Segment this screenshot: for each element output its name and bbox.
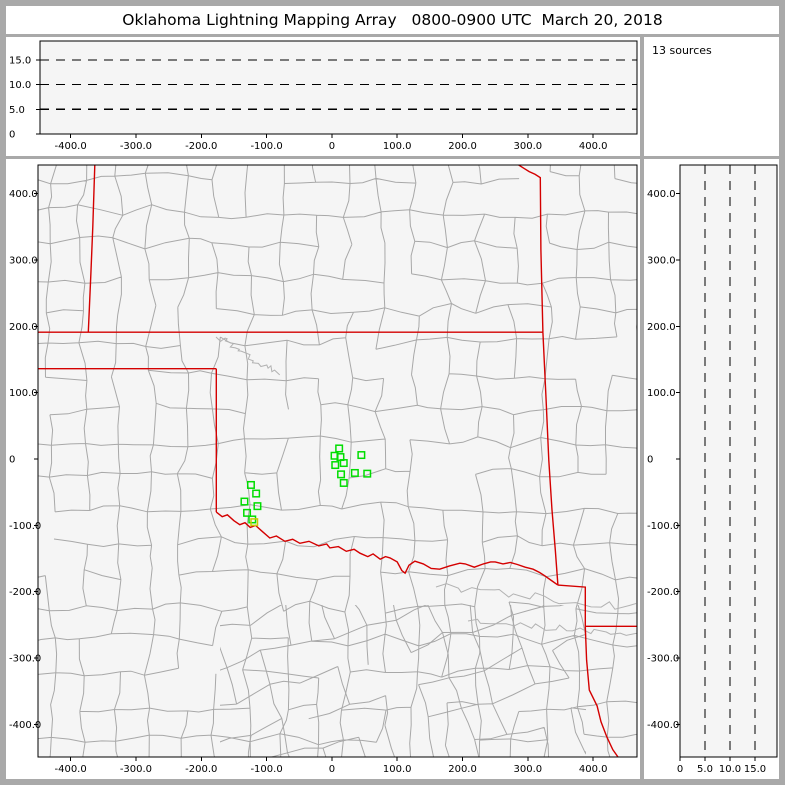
river-lines	[215, 336, 637, 636]
x-tick-label: 300.0	[514, 141, 543, 152]
y-tick-label: -200.0	[9, 587, 41, 598]
y-tick-label: -100.0	[647, 521, 679, 532]
y-tick-label: -300.0	[647, 654, 679, 665]
x-tick-label: -100.0	[250, 764, 282, 775]
state-border-line	[557, 584, 586, 627]
x-tick-label: 400.0	[579, 764, 608, 775]
plot-frame	[679, 164, 778, 758]
y-tick-label: -300.0	[9, 654, 41, 665]
x-tick-label: 10.0	[719, 764, 741, 775]
y-tick-label: 400.0	[9, 189, 38, 200]
y-tick-label: -200.0	[647, 587, 679, 598]
y-tick-label: 200.0	[647, 322, 676, 333]
altitude-ns-panel: 400.0 300.0 200.0 100.0 0 -100.0 -200.0 -300.0 -…	[644, 159, 779, 779]
lightning-source-marker	[243, 508, 252, 517]
altitude-gridlines	[704, 165, 756, 757]
y-tick-label: -400.0	[9, 720, 41, 731]
plot-frame	[37, 164, 638, 758]
page-title: Oklahoma Lightning Mapping Array 0800-09…	[122, 11, 663, 29]
plan-view-panel: 400.0 300.0 200.0 100.0 0 -100.0 -200.0 -300.0 -…	[6, 159, 640, 779]
lightning-source-marker	[246, 480, 255, 489]
lightning-source-marker	[337, 470, 346, 479]
y-tick-label: 15.0	[9, 55, 31, 66]
lightning-source-marker	[331, 461, 340, 470]
altitude-ew-panel: 15.0 10.0 5.0 0 -400.0 -300.0 -200.0 -100.0 0 100…	[6, 37, 640, 156]
altitude-ns-plot: 400.0 300.0 200.0 100.0 0 -100.0 -200.0 -300.0 -…	[647, 164, 778, 775]
title-bar: Oklahoma Lightning Mapping Array 0800-09…	[6, 6, 779, 34]
plot-frame	[39, 40, 638, 135]
state-border-line	[584, 626, 619, 757]
x-tick-label: -300.0	[120, 764, 152, 775]
axis-ticks: 400.0 300.0 200.0 100.0 0 -100.0 -200.0 -300.0 -…	[647, 189, 766, 775]
y-tick-label: 5.0	[9, 105, 25, 116]
axis-ticks: 15.0 10.0 5.0 0 -400.0 -300.0 -200.0 -100.0 0 100…	[9, 55, 608, 152]
y-tick-label: 400.0	[647, 189, 676, 200]
state-border-line	[87, 165, 96, 333]
x-tick-label: 200.0	[448, 764, 477, 775]
lightning-sources	[240, 444, 372, 527]
x-tick-label: 200.0	[448, 141, 477, 152]
plot-background	[40, 41, 637, 134]
y-tick-label: 200.0	[9, 322, 38, 333]
y-tick-label: 300.0	[9, 255, 38, 266]
lightning-source-marker	[252, 489, 261, 498]
y-tick-label: -100.0	[9, 521, 41, 532]
x-tick-label: 100.0	[383, 141, 412, 152]
lightning-source-marker	[363, 469, 372, 478]
lightning-source-marker	[350, 468, 359, 477]
lightning-source-marker	[339, 459, 348, 468]
y-tick-label: 0	[9, 130, 15, 141]
y-tick-label: 100.0	[9, 388, 38, 399]
y-tick-label: 300.0	[647, 255, 676, 266]
lightning-source-marker	[250, 518, 259, 527]
x-tick-label: 300.0	[514, 764, 543, 775]
y-tick-label: -400.0	[647, 720, 679, 731]
axis-ticks: 400.0 300.0 200.0 100.0 0 -100.0 -200.0 -300.0 -…	[9, 189, 608, 775]
lightning-source-marker	[335, 444, 344, 453]
state-border-line	[518, 165, 559, 586]
x-tick-label: -100.0	[250, 141, 282, 152]
lightning-source-marker	[339, 478, 348, 487]
lightning-source-marker	[253, 502, 262, 511]
y-tick-label: 0	[647, 455, 653, 466]
x-tick-label: -400.0	[54, 141, 86, 152]
y-tick-label: 0	[9, 455, 15, 466]
x-tick-label: 15.0	[744, 764, 766, 775]
x-tick-label: -200.0	[185, 141, 217, 152]
lightning-source-marker	[357, 451, 366, 460]
plot-background	[680, 165, 777, 757]
x-tick-label: 400.0	[579, 141, 608, 152]
y-tick-label: 100.0	[647, 388, 676, 399]
sources-count-label: 13 sources	[652, 44, 712, 57]
x-tick-label: -300.0	[120, 141, 152, 152]
altitude-ew-plot: 15.0 10.0 5.0 0 -400.0 -300.0 -200.0 -100.0 0 100…	[9, 40, 638, 152]
x-tick-label: 5.0	[697, 764, 713, 775]
county-lines	[38, 165, 637, 757]
x-tick-label: -400.0	[54, 764, 86, 775]
x-tick-label: 0	[329, 764, 335, 775]
state-borders	[38, 165, 637, 757]
x-tick-label: 0	[677, 764, 683, 775]
lightning-source-marker	[240, 497, 249, 506]
x-tick-label: 100.0	[383, 764, 412, 775]
plan-view-map: 400.0 300.0 200.0 100.0 0 -100.0 -200.0 -300.0 -…	[9, 164, 638, 775]
y-tick-label: 10.0	[9, 80, 31, 91]
sources-count-panel: 13 sources	[644, 37, 779, 156]
x-tick-label: -200.0	[185, 764, 217, 775]
x-tick-label: 0	[329, 141, 335, 152]
state-border-line	[215, 511, 559, 586]
altitude-gridlines	[40, 59, 637, 110]
